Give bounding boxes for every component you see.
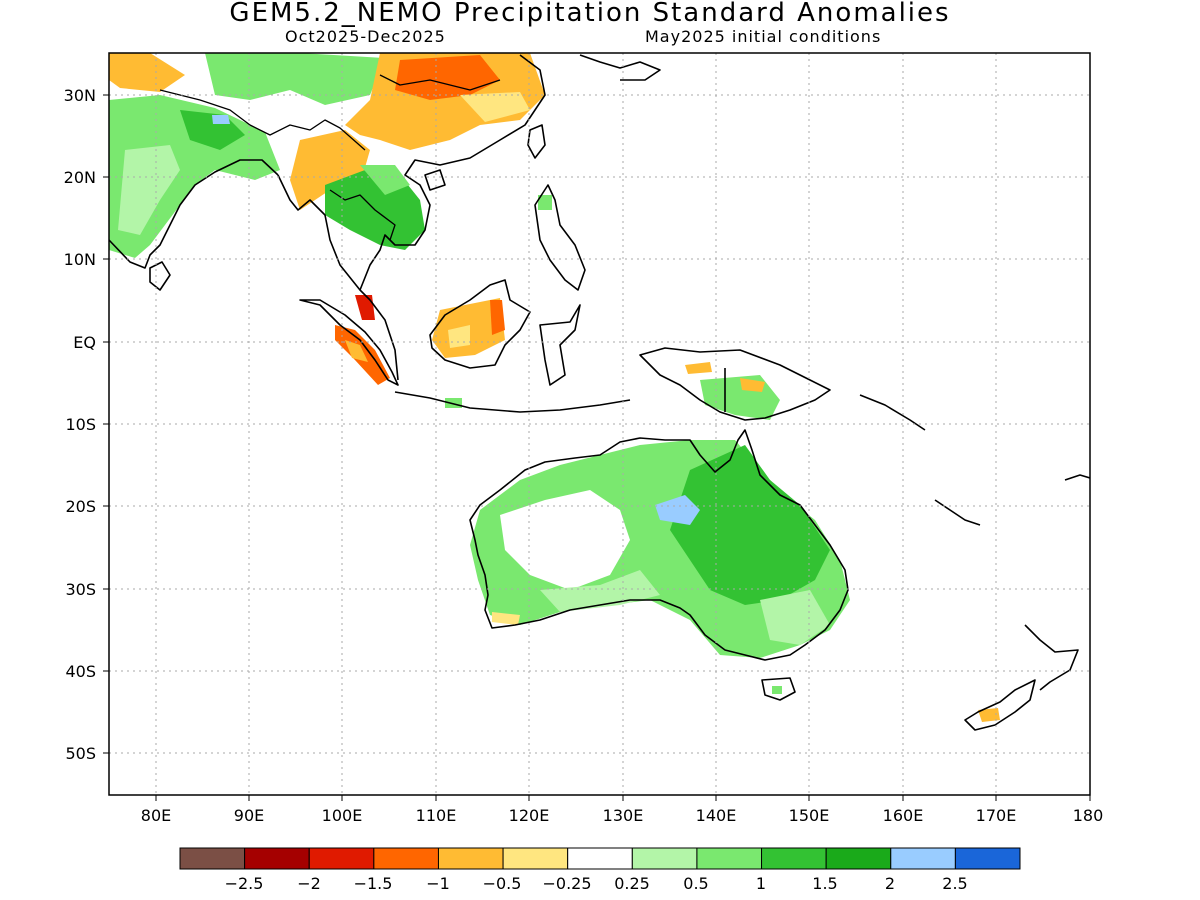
colorbar-swatch — [954, 847, 1021, 870]
lon-tick-label: 150E — [789, 806, 830, 825]
grid-lines — [109, 53, 1090, 795]
lon-tick-label: 120E — [509, 806, 550, 825]
colorbar-label: −2.5 — [225, 874, 264, 893]
lon-tick-label: 130E — [603, 806, 644, 825]
anomaly-australia-blue — [655, 495, 700, 525]
lat-tick-label: 10N — [64, 250, 96, 269]
colorbar-label: 0.25 — [614, 874, 650, 893]
anomaly-newguinea — [700, 375, 780, 420]
lon-tick-label: 160E — [883, 806, 924, 825]
coast-philippines — [534, 184, 586, 291]
lat-tick-label: 30N — [64, 86, 96, 105]
colorbar-swatch — [761, 847, 827, 870]
lon-tick-label: 170E — [976, 806, 1017, 825]
lat-tick-label: EQ — [73, 333, 96, 352]
colorbar: −2.5 −2 −1.5 −1 −0.5 −0.25 0.25 0.5 1 1.… — [179, 847, 1021, 893]
coast-sumatra — [299, 299, 399, 386]
lon-tick-label: 100E — [322, 806, 363, 825]
initial-conditions: May2025 initial conditions — [645, 27, 882, 46]
colorbar-swatch — [696, 847, 763, 870]
lon-tick-label: 80E — [141, 806, 171, 825]
anomaly-newguinea-dry2 — [740, 378, 765, 392]
colorbar-swatch — [373, 847, 439, 870]
lon-tick-label: 90E — [234, 806, 264, 825]
axis-ticks — [103, 94, 1091, 801]
anomaly-shading — [109, 53, 1000, 722]
border-china-north — [379, 74, 501, 91]
lat-tick-label: 10S — [65, 415, 96, 434]
coast-hainan — [424, 169, 446, 191]
anomaly-australia-south-light — [760, 590, 830, 645]
map-title: GEM5.2_NEMO Precipitation Standard Anoma… — [229, 0, 951, 28]
coast-java — [394, 391, 631, 413]
colorbar-swatch — [308, 847, 375, 870]
anomaly-sumatra-light — [345, 340, 368, 362]
coast-japan — [579, 54, 661, 81]
colorbar-swatch — [890, 847, 956, 870]
coast-newzealand-north — [1024, 624, 1079, 691]
colorbar-swatch — [631, 847, 698, 870]
anomaly-china-light — [460, 92, 530, 122]
coast-solomons — [859, 394, 926, 431]
coast-borneo — [429, 279, 531, 369]
coast-india — [109, 159, 279, 269]
border-india-china — [159, 89, 366, 151]
anomaly-himalaya — [205, 53, 385, 105]
anomaly-indochina-light — [360, 165, 410, 195]
anomaly-philippines — [538, 195, 552, 210]
anomaly-india-light — [118, 145, 180, 235]
coast-sulawesi — [539, 304, 581, 386]
colorbar-swatch — [502, 847, 569, 870]
anomaly-tasmania — [772, 686, 782, 694]
lon-tick-label: 140E — [696, 806, 737, 825]
coastlines — [109, 54, 1090, 731]
colorbar-label: −1 — [426, 874, 450, 893]
colorbar-label: −1.5 — [354, 874, 393, 893]
colorbar-label: 2 — [885, 874, 895, 893]
lat-tick-label: 20N — [64, 168, 96, 187]
lat-tick-label: 30S — [65, 580, 96, 599]
coast-srilanka — [149, 261, 171, 291]
anomaly-australia-sw — [492, 612, 520, 625]
coast-tasmania — [761, 677, 796, 701]
lon-tick-label: 110E — [416, 806, 457, 825]
lat-tick-label: 50S — [65, 744, 96, 763]
colorbar-swatch — [179, 847, 246, 870]
colorbar-swatch — [437, 847, 504, 870]
anomaly-newzealand — [978, 708, 1000, 722]
anomaly-australia-west-light — [540, 570, 660, 612]
anomaly-tibet-blue — [212, 115, 230, 124]
colorbar-label: 1.5 — [812, 874, 837, 893]
anomaly-malaysia — [355, 295, 375, 320]
anomaly-australia-west-white — [500, 490, 630, 590]
anomaly-australia-east — [670, 445, 830, 605]
anomaly-myanmar — [290, 130, 370, 210]
coast-newzealand-south — [964, 679, 1036, 731]
coast-fiji — [1064, 474, 1090, 481]
lat-tick-label: 40S — [65, 662, 96, 681]
coast-newguinea — [639, 347, 831, 421]
colorbar-swatch — [825, 847, 892, 870]
lon-tick-label: 180 — [1073, 806, 1104, 825]
coast-australia — [469, 429, 849, 661]
coast-nc — [934, 499, 981, 526]
colorbar-swatch — [244, 847, 310, 870]
colorbar-label: −0.25 — [542, 874, 591, 893]
lat-tick-label: 20S — [65, 497, 96, 516]
coast-gulf-thailand — [359, 54, 546, 291]
colorbar-label: −2 — [297, 874, 321, 893]
forecast-period: Oct2025-Dec2025 — [285, 27, 446, 46]
anomaly-newguinea-dry — [685, 362, 712, 374]
colorbar-label: −0.5 — [483, 874, 522, 893]
colorbar-swatch — [567, 847, 633, 870]
coast-myanmar-indochina — [277, 174, 399, 381]
colorbar-label: 2.5 — [942, 874, 967, 893]
colorbar-label: 1 — [756, 874, 766, 893]
colorbar-label: 0.5 — [683, 874, 708, 893]
anomaly-borneo-strong — [490, 300, 505, 335]
anomaly-india-west — [109, 53, 185, 92]
coast-taiwan — [527, 124, 546, 159]
